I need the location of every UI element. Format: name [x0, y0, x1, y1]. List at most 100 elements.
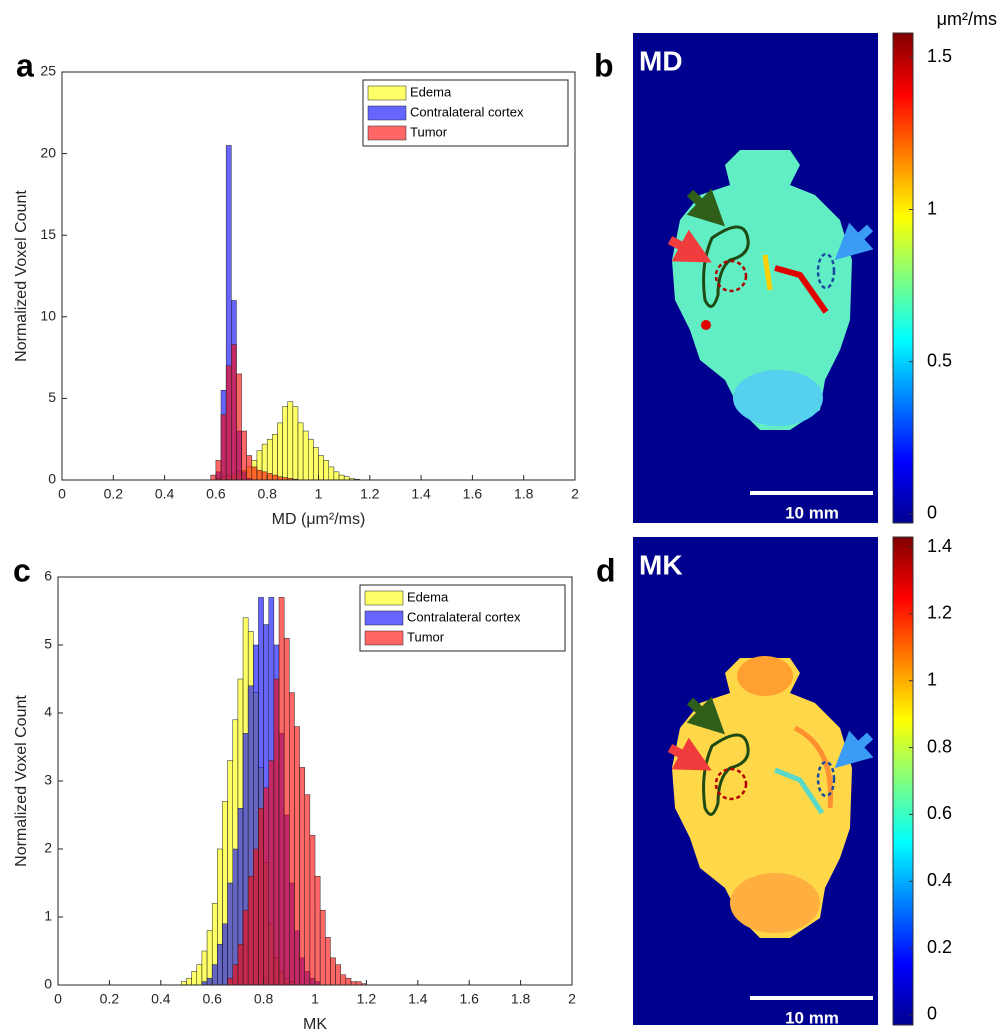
histogram-bar	[256, 469, 263, 481]
histogram-bar	[222, 923, 228, 986]
x-axis-label: MK	[303, 1016, 327, 1031]
histogram-bar	[292, 406, 299, 481]
y-tick-label: 6	[44, 568, 52, 584]
x-tick-label: 1.6	[459, 991, 479, 1007]
histogram-bar	[309, 835, 316, 986]
histogram-bar	[340, 974, 347, 986]
x-tick-label: 1.8	[514, 486, 534, 502]
histogram-bar	[273, 678, 280, 986]
histogram-bar	[215, 460, 222, 481]
histogram-bar	[289, 692, 295, 986]
histogram-bar	[294, 726, 300, 986]
histogram-bar	[241, 430, 247, 481]
histogram-bar	[328, 466, 335, 481]
histogram-bar	[231, 344, 237, 481]
panel-label: c	[13, 552, 31, 588]
histogram-bar	[338, 474, 345, 481]
histogram-bar	[314, 875, 321, 986]
histogram-bar	[318, 455, 324, 481]
y-tick-label: 0	[44, 976, 52, 992]
x-tick-label: 0.2	[104, 486, 124, 502]
colorbar	[892, 32, 914, 524]
colorbar-tick-label: 1.5	[927, 46, 952, 66]
colorbar-tick-label: 1	[927, 669, 937, 689]
x-tick-label: 0.2	[100, 991, 120, 1007]
histogram-bar	[330, 957, 336, 986]
histogram-bar	[217, 943, 223, 986]
panel-label: d	[596, 552, 616, 588]
y-tick-label: 2	[44, 840, 52, 856]
legend-label: Tumor	[407, 629, 445, 644]
histogram-bar	[210, 474, 217, 481]
histogram-bar	[333, 471, 340, 481]
y-tick-label: 15	[40, 226, 56, 242]
histogram-bar	[313, 447, 319, 481]
legend-label: Tumor	[410, 124, 448, 139]
x-tick-label: 1	[315, 486, 323, 502]
histogram-bar	[191, 971, 198, 986]
y-tick-label: 5	[44, 636, 52, 652]
histogram-bar	[236, 373, 242, 481]
histogram-bar	[227, 882, 234, 986]
y-tick-label: 10	[40, 308, 56, 324]
x-tick-label: 2	[571, 486, 579, 502]
histogram-bar	[335, 964, 341, 986]
histogram-bar	[225, 365, 232, 481]
histogram-bar	[253, 848, 259, 986]
histogram-bar	[268, 760, 275, 986]
x-axis-label: MD (μm²/ms)	[272, 511, 366, 528]
x-tick-label: 1.2	[357, 991, 377, 1007]
histogram-bar	[220, 414, 227, 481]
colorbar-tick-label: 0.8	[927, 736, 952, 756]
roi-annotations	[670, 188, 870, 814]
histogram-bar	[206, 930, 213, 986]
histogram-bar	[258, 807, 264, 986]
histogram-bar	[283, 637, 290, 986]
histogram-bar	[237, 943, 244, 986]
scale-bar-label: 10 mm	[785, 503, 839, 522]
histogram-bar	[246, 455, 253, 481]
histogram-bar	[201, 981, 208, 986]
panel-label: a	[16, 47, 34, 83]
colorbar-tick-label: 0.6	[927, 803, 952, 823]
scale-bar-label: 10 mm	[785, 1008, 839, 1027]
x-tick-label: 1.2	[360, 486, 380, 502]
x-tick-label: 0.6	[206, 486, 226, 502]
map-title: MK	[639, 549, 683, 580]
colorbar-tick-label: 1.4	[927, 536, 952, 556]
histogram-bar	[287, 401, 294, 481]
histogram-bar	[282, 406, 288, 481]
histogram-bar	[325, 937, 331, 986]
histogram-bar	[355, 981, 362, 986]
histogram-bar	[211, 964, 218, 986]
histogram-bar	[261, 471, 268, 481]
colorbar-tick-label: 1	[927, 198, 937, 218]
x-tick-label: 1.6	[463, 486, 483, 502]
x-tick-label: 0	[54, 991, 62, 1007]
colorbar-tick-label: 0	[927, 503, 937, 523]
histogram-bar	[307, 438, 314, 481]
histogram-bar	[247, 875, 254, 986]
x-tick-label: 0	[58, 486, 66, 502]
legend-swatch	[364, 630, 404, 646]
colorbar	[892, 536, 914, 1026]
colorbar-tick-label: 0	[927, 1004, 937, 1024]
histogram-bar	[227, 977, 234, 986]
histogram-bar	[299, 767, 305, 986]
histogram-bar	[319, 909, 326, 986]
histogram-bar	[345, 977, 352, 986]
y-tick-label: 20	[40, 144, 56, 160]
colorbar-unit: μm²/ms	[937, 9, 997, 29]
legend-swatch	[367, 105, 407, 121]
y-tick-label: 5	[48, 389, 56, 405]
x-tick-label: 0.6	[202, 991, 222, 1007]
histogram-bar	[272, 434, 278, 481]
colorbar-tick-label: 0.5	[927, 350, 952, 370]
x-tick-label: 1	[311, 991, 319, 1007]
legend-label: Contralateral cortex	[407, 609, 521, 624]
md-map	[633, 33, 878, 523]
colorbar-tick-label: 0.4	[927, 870, 952, 890]
legend-swatch	[367, 125, 407, 141]
y-tick-label: 4	[44, 704, 52, 720]
legend-swatch	[364, 590, 404, 606]
